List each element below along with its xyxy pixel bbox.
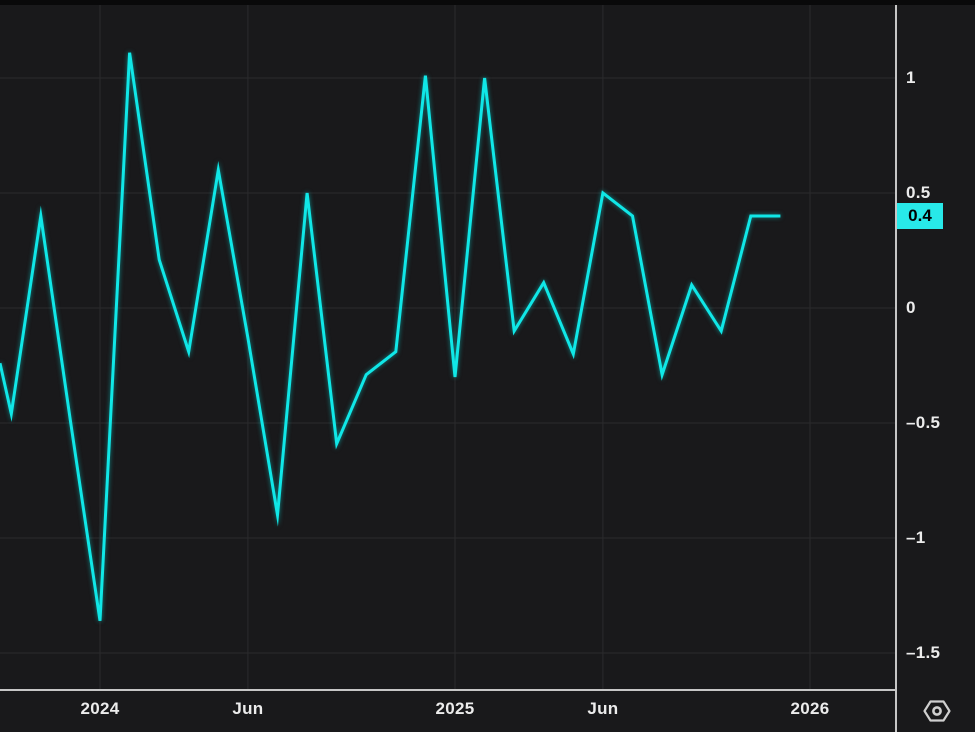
x-tick-label: 2025 (435, 699, 475, 718)
hexagon-settings-icon (923, 700, 951, 722)
y-tick-label: –1.5 (906, 643, 941, 662)
y-tick-label: 0.5 (906, 183, 931, 202)
series-line (0, 52, 781, 622)
last-value-badge: 0.4 (897, 203, 943, 229)
y-axis-line (895, 0, 897, 732)
chart-settings-button[interactable] (919, 695, 955, 727)
chart-canvas[interactable] (0, 0, 897, 690)
y-tick-label: 0 (906, 298, 916, 317)
window-top-edge (0, 0, 975, 5)
y-tick-label: –1 (906, 528, 926, 547)
x-tick-label: 2026 (790, 699, 830, 718)
y-tick-label: 1 (906, 68, 916, 87)
x-axis-line (0, 689, 897, 691)
x-tick-label: Jun (232, 699, 264, 718)
x-tick-label: Jun (587, 699, 619, 718)
x-tick-label: 2024 (80, 699, 120, 718)
y-tick-label: –0.5 (906, 413, 941, 432)
